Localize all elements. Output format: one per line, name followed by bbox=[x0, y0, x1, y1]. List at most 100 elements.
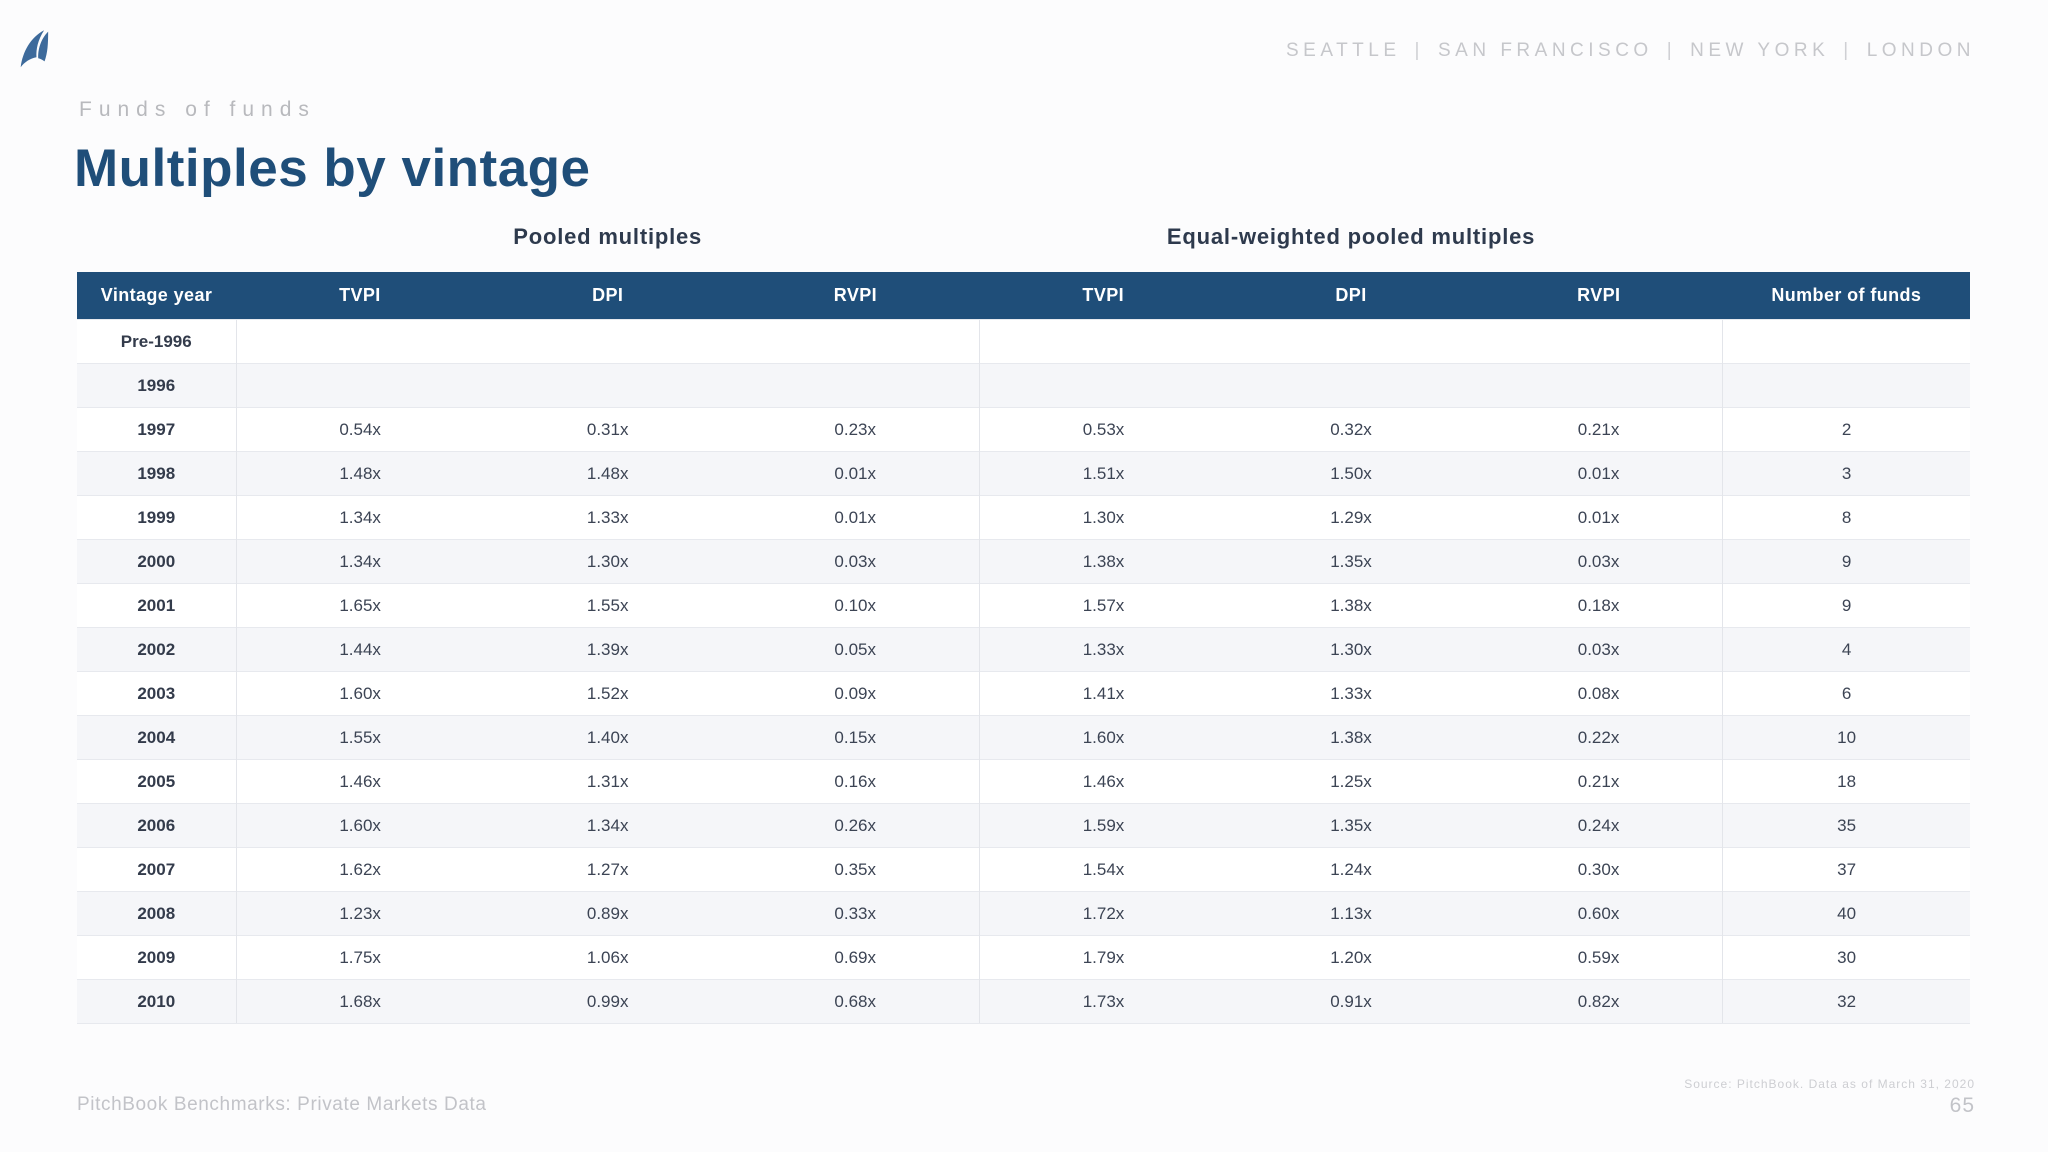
value-cell: 1.59x bbox=[978, 803, 1228, 848]
vintage-year-cell: 2008 bbox=[77, 891, 236, 936]
city-label: NEW YORK bbox=[1690, 40, 1830, 61]
vintage-year-cell: 2009 bbox=[77, 935, 236, 980]
value-cell: 0.18x bbox=[1474, 583, 1723, 628]
value-cell: 0.22x bbox=[1474, 715, 1723, 760]
column-header-equal-rvpi: RVPI bbox=[1474, 272, 1723, 320]
value-cell: 0.08x bbox=[1474, 671, 1723, 716]
value-cell: 1.62x bbox=[235, 847, 484, 892]
value-cell: 1.38x bbox=[978, 539, 1228, 584]
value-cell bbox=[1722, 363, 1970, 408]
value-cell: 0.03x bbox=[1474, 627, 1723, 672]
value-cell: 0.03x bbox=[731, 539, 980, 584]
table-row: 2003 1.60x 1.52x 0.09x 1.41x 1.33x 0.08x 6 bbox=[77, 671, 1970, 716]
value-cell: 0.26x bbox=[731, 803, 980, 848]
value-cell: 0.01x bbox=[1474, 451, 1723, 496]
value-cell: 0.23x bbox=[731, 407, 980, 452]
value-cell: 1.57x bbox=[978, 583, 1228, 628]
value-cell: 0.89x bbox=[483, 891, 732, 936]
value-cell: 1.20x bbox=[1227, 935, 1475, 980]
value-cell: 0.99x bbox=[483, 979, 732, 1024]
table-row: 2002 1.44x 1.39x 0.05x 1.33x 1.30x 0.03x 4 bbox=[77, 627, 1970, 672]
value-cell: 0.60x bbox=[1474, 891, 1723, 936]
value-cell: 1.34x bbox=[235, 495, 484, 540]
vintage-year-cell: 2010 bbox=[77, 979, 236, 1024]
value-cell: 1.55x bbox=[483, 583, 732, 628]
value-cell: 0.01x bbox=[731, 451, 980, 496]
vintage-year-cell: 2005 bbox=[77, 759, 236, 804]
value-cell: 1.30x bbox=[1227, 627, 1475, 672]
value-cell: 1.41x bbox=[978, 671, 1228, 716]
equal-weighted-heading: Equal-weighted pooled multiples bbox=[1166, 224, 1536, 249]
value-cell: 6 bbox=[1722, 671, 1970, 716]
value-cell: 40 bbox=[1722, 891, 1970, 936]
value-cell: 1.44x bbox=[235, 627, 484, 672]
value-cell: 0.32x bbox=[1227, 407, 1475, 452]
value-cell: 35 bbox=[1722, 803, 1970, 848]
table-group-headings: Pooled multiples Equal-weighted pooled m… bbox=[77, 224, 1970, 250]
footer-source-note: Source: PitchBook. Data as of March 31, … bbox=[1684, 1077, 1975, 1091]
value-cell bbox=[978, 319, 1228, 364]
value-cell: 1.46x bbox=[978, 759, 1228, 804]
value-cell bbox=[731, 363, 980, 408]
value-cell: 32 bbox=[1722, 979, 1970, 1024]
value-cell: 1.33x bbox=[1227, 671, 1475, 716]
table-row: 2010 1.68x 0.99x 0.68x 1.73x 0.91x 0.82x 32 bbox=[77, 979, 1970, 1024]
value-cell: 1.54x bbox=[978, 847, 1228, 892]
value-cell: 1.73x bbox=[978, 979, 1228, 1024]
table-row: 2001 1.65x 1.55x 0.10x 1.57x 1.38x 0.18x 9 bbox=[77, 583, 1970, 628]
column-header-pooled-dpi: DPI bbox=[483, 272, 732, 320]
value-cell: 4 bbox=[1722, 627, 1970, 672]
vintage-year-cell: 2003 bbox=[77, 671, 236, 716]
value-cell: 0.54x bbox=[235, 407, 484, 452]
value-cell: 1.34x bbox=[483, 803, 732, 848]
table-row: 1998 1.48x 1.48x 0.01x 1.51x 1.50x 0.01x 3 bbox=[77, 451, 1970, 496]
value-cell: 1.51x bbox=[978, 451, 1228, 496]
value-cell: 1.27x bbox=[483, 847, 732, 892]
footer-page-number: 65 bbox=[1949, 1094, 1975, 1117]
value-cell: 1.24x bbox=[1227, 847, 1475, 892]
table-header-row: Vintage year TVPI DPI RVPI TVPI DPI RVPI… bbox=[77, 272, 1970, 320]
value-cell: 1.39x bbox=[483, 627, 732, 672]
value-cell: 0.09x bbox=[731, 671, 980, 716]
value-cell: 1.13x bbox=[1227, 891, 1475, 936]
city-label: LONDON bbox=[1866, 40, 1975, 61]
table-body: Pre-1996 1996 1997 0.54x 0.31x 0.23x 0.53x 0.32… bbox=[77, 319, 1970, 1024]
value-cell bbox=[483, 363, 732, 408]
separator: | bbox=[1414, 40, 1424, 61]
column-header-equal-dpi: DPI bbox=[1227, 272, 1475, 320]
column-header-pooled-tvpi: TVPI bbox=[236, 272, 484, 320]
city-label: SAN FRANCISCO bbox=[1437, 40, 1653, 61]
table-row: 2005 1.46x 1.31x 0.16x 1.46x 1.25x 0.21x 18 bbox=[77, 759, 1970, 804]
value-cell: 0.05x bbox=[731, 627, 980, 672]
value-cell: 0.15x bbox=[731, 715, 980, 760]
value-cell: 1.34x bbox=[235, 539, 484, 584]
value-cell: 1.30x bbox=[483, 539, 732, 584]
value-cell: 9 bbox=[1722, 583, 1970, 628]
value-cell: 1.50x bbox=[1227, 451, 1475, 496]
value-cell: 0.35x bbox=[731, 847, 980, 892]
vintage-year-cell: 1996 bbox=[77, 363, 236, 408]
table-row: 2008 1.23x 0.89x 0.33x 1.72x 1.13x 0.60x 40 bbox=[77, 891, 1970, 936]
value-cell: 1.06x bbox=[483, 935, 732, 980]
table-row: 2007 1.62x 1.27x 0.35x 1.54x 1.24x 0.30x 37 bbox=[77, 847, 1970, 892]
value-cell: 1.60x bbox=[235, 803, 484, 848]
value-cell: 1.72x bbox=[978, 891, 1228, 936]
vintage-year-cell: 1997 bbox=[77, 407, 236, 452]
city-label: SEATTLE bbox=[1285, 40, 1401, 61]
value-cell: 0.01x bbox=[1474, 495, 1723, 540]
value-cell: 1.46x bbox=[235, 759, 484, 804]
value-cell bbox=[1227, 319, 1475, 364]
separator: | bbox=[1666, 40, 1677, 61]
value-cell: 0.03x bbox=[1474, 539, 1723, 584]
value-cell: 1.55x bbox=[235, 715, 484, 760]
value-cell bbox=[978, 363, 1228, 408]
value-cell: 2 bbox=[1722, 407, 1970, 452]
value-cell: 9 bbox=[1722, 539, 1970, 584]
value-cell: 1.25x bbox=[1227, 759, 1475, 804]
table-row: 2006 1.60x 1.34x 0.26x 1.59x 1.35x 0.24x 35 bbox=[77, 803, 1970, 848]
table-row: 2000 1.34x 1.30x 0.03x 1.38x 1.35x 0.03x 9 bbox=[77, 539, 1970, 584]
table-row: 1996 bbox=[77, 363, 1970, 408]
value-cell: 1.38x bbox=[1227, 583, 1475, 628]
value-cell: 1.31x bbox=[483, 759, 732, 804]
value-cell: 8 bbox=[1722, 495, 1970, 540]
